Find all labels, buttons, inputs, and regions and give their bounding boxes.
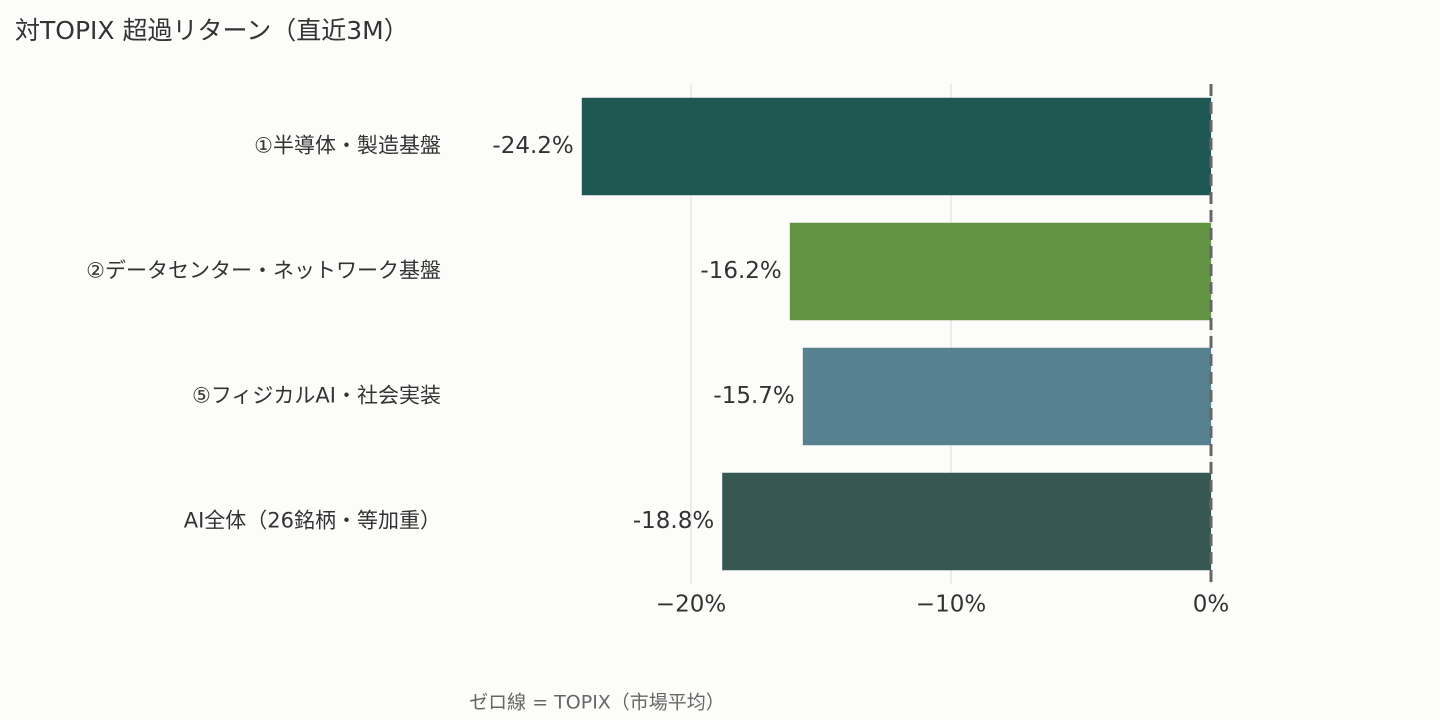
annotation: ゼロ線 = TOPIX（市場平均） bbox=[469, 692, 725, 714]
y-tick-label: ②データセンター・ネットワーク基盤 bbox=[86, 259, 441, 283]
chart-title: 対TOPIX 超過リターン（直近3M） bbox=[15, 16, 409, 45]
y-tick-label: ①半導体・製造基盤 bbox=[254, 134, 441, 158]
value-label: -18.8% bbox=[633, 508, 714, 534]
value-label: -24.2% bbox=[492, 133, 573, 159]
x-tick-label: 0% bbox=[1193, 592, 1230, 618]
x-tick-label: −10% bbox=[916, 592, 986, 618]
bar bbox=[789, 222, 1211, 321]
y-tick-label: ⑤フィジカルAI・社会実装 bbox=[192, 384, 441, 408]
bar bbox=[581, 97, 1211, 196]
y-tick-label: AI全体（26銘柄・等加重） bbox=[184, 509, 441, 533]
bar bbox=[802, 347, 1211, 446]
value-label: -16.2% bbox=[700, 258, 781, 284]
bar bbox=[722, 472, 1211, 571]
x-tick-label: −20% bbox=[656, 592, 726, 618]
value-label: -15.7% bbox=[713, 383, 794, 409]
